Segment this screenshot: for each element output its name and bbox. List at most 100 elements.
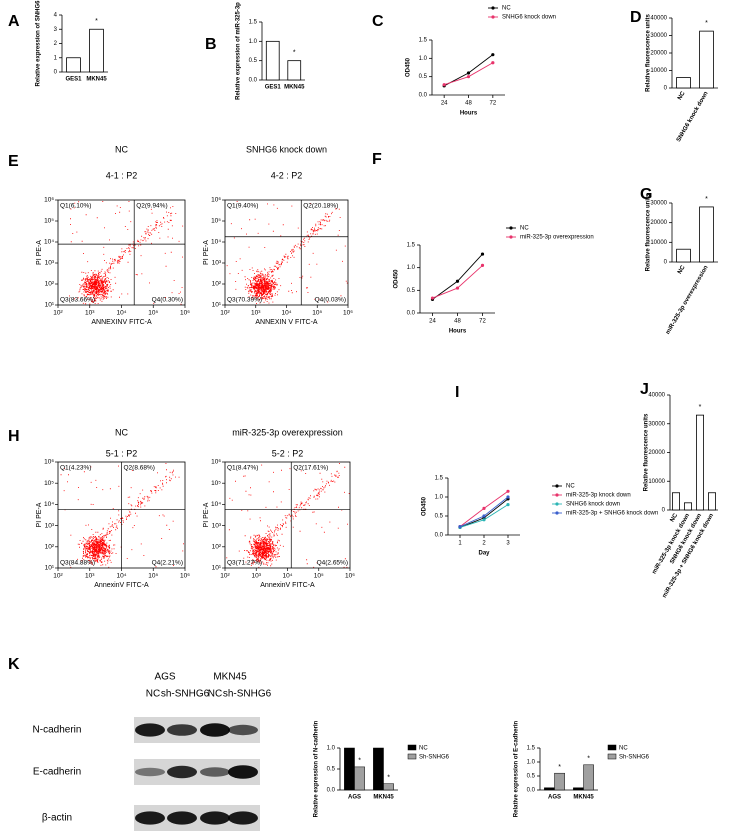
- bar: [354, 766, 365, 791]
- significance-mark: *: [358, 758, 361, 765]
- plot-subtitle: 4-2 : P2: [271, 170, 303, 180]
- x-tick-label: 10²: [220, 310, 230, 317]
- panel-letter: J: [640, 381, 649, 398]
- bar: [373, 747, 384, 791]
- y-tick-label: 2: [54, 41, 58, 47]
- y-tick-label: 0.0: [419, 93, 428, 99]
- y-tick-label: 1.0: [527, 760, 536, 766]
- point: [506, 489, 510, 493]
- y-axis-label: Relative fluorescence units: [646, 13, 652, 91]
- point: [480, 252, 485, 256]
- quadrant-label: Q1(9.40%): [227, 203, 258, 210]
- x-tick-label: GES1: [65, 77, 82, 83]
- y-tick-label: 10¹: [45, 302, 55, 309]
- plot-frame: [224, 461, 351, 569]
- y-axis-label: Relative expression of N-cadherin: [314, 720, 320, 817]
- significance-mark: *: [699, 404, 702, 411]
- y-tick-label: 1.5: [419, 38, 428, 44]
- x-axis-label: ANNEXIN V FITC-A: [255, 319, 318, 326]
- legend-label: NC: [566, 484, 575, 490]
- quadrant-label: Q4(0.03%): [315, 297, 346, 304]
- legend-label: NC: [520, 226, 529, 232]
- blot-band: [135, 767, 165, 777]
- quadrant-label: Q3(84.88%): [60, 560, 95, 567]
- y-tick-label: 10⁵: [211, 480, 221, 487]
- y-tick-label: 20000: [650, 51, 667, 57]
- y-axis-label: OD450: [406, 57, 412, 77]
- x-tick-label: 10⁵: [148, 573, 158, 580]
- y-tick-label: 10³: [45, 260, 55, 267]
- x-tick-label: miR-325-3p + SNHG6 knock down: [662, 513, 715, 600]
- x-tick-label: AGS: [348, 795, 361, 801]
- x-tick-label: 10⁴: [116, 310, 126, 317]
- blot-band: [228, 765, 258, 779]
- significance-mark: *: [587, 756, 590, 763]
- x-tick-label: 10⁶: [180, 573, 190, 580]
- panel-letter: B: [205, 36, 217, 53]
- y-axis-label: PI PE-A: [36, 240, 43, 265]
- legend-label: Sh-SNHG6: [419, 755, 450, 761]
- quadrant-label: Q3(83.66%): [60, 297, 95, 304]
- x-tick-label: 10³: [85, 573, 95, 580]
- bar: [684, 502, 693, 511]
- quadrant-label: Q4(2.21%): [152, 560, 183, 567]
- x-tick-label: 10⁴: [282, 573, 292, 580]
- lane-label: NC: [146, 689, 160, 700]
- y-tick-label: 30000: [648, 421, 665, 427]
- event-cloud: [69, 201, 184, 305]
- bar: [672, 492, 681, 511]
- point: [455, 286, 460, 290]
- x-tick-label: NC: [677, 90, 687, 101]
- x-axis-label: Hours: [460, 111, 478, 117]
- series-line: [443, 54, 494, 87]
- blot-band: [200, 723, 230, 737]
- series-line: [459, 496, 509, 528]
- plot-subtitle: 5-2 : P2: [272, 448, 304, 458]
- y-axis-label: Relative expression of SNHG6: [36, 0, 42, 87]
- x-tick-label: 48: [454, 319, 461, 325]
- plot-title: NC: [115, 144, 128, 154]
- x-axis-label: ANNEXINV FITC-A: [91, 319, 152, 326]
- y-tick-label: 10²: [212, 544, 222, 551]
- x-tick-label: 10²: [220, 573, 230, 580]
- y-axis-label: Relative expression of miR-325-3p: [236, 2, 242, 100]
- y-tick-label: 40000: [648, 393, 665, 399]
- y-tick-label: 3: [54, 27, 58, 33]
- protein-label: E-cadherin: [33, 767, 81, 778]
- x-tick-label: 10⁵: [148, 310, 158, 317]
- legend-marker: [555, 502, 559, 506]
- y-tick-label: 0: [664, 86, 668, 92]
- legend-label: miR-325-3p knock down: [566, 493, 631, 499]
- y-tick-label: 1: [54, 55, 58, 61]
- y-axis-label: Relative fluorescence units: [644, 413, 650, 491]
- legend-label: NC: [502, 6, 511, 12]
- significance-mark: *: [705, 196, 708, 203]
- y-tick-label: 4: [54, 13, 58, 19]
- y-tick-label: 10⁶: [44, 459, 54, 466]
- y-tick-label: 0.5: [407, 288, 416, 294]
- legend-label: NC: [419, 746, 428, 752]
- y-tick-label: 0.0: [435, 533, 444, 539]
- quadrant-label: Q4(0.30%): [152, 297, 183, 304]
- y-axis-label: Relative expression of E-cadherin: [514, 720, 520, 817]
- panel-letter: H: [8, 428, 20, 445]
- y-axis-label: PI PE-A: [203, 502, 210, 527]
- series-line: [432, 253, 483, 300]
- x-tick-label: 10⁶: [343, 310, 353, 317]
- lane-label: NC: [208, 689, 222, 700]
- bar: [66, 57, 81, 73]
- y-tick-label: 10²: [45, 544, 55, 551]
- y-tick-label: 10³: [45, 522, 55, 529]
- quadrant-label: Q2(9.94%): [136, 203, 167, 210]
- y-tick-label: 0: [664, 260, 668, 266]
- y-tick-label: 10³: [212, 522, 222, 529]
- x-axis-label: AnnexinV FITC-A: [260, 582, 315, 589]
- legend-swatch: [407, 753, 417, 760]
- legend-marker: [491, 15, 495, 19]
- quadrant-label: Q3(71.27%): [227, 560, 262, 567]
- legend-swatch: [407, 744, 417, 751]
- y-tick-label: 10¹: [45, 565, 55, 572]
- x-tick-label: 10²: [53, 310, 63, 317]
- panel-letter: E: [8, 153, 19, 170]
- y-tick-label: 0.0: [527, 788, 536, 794]
